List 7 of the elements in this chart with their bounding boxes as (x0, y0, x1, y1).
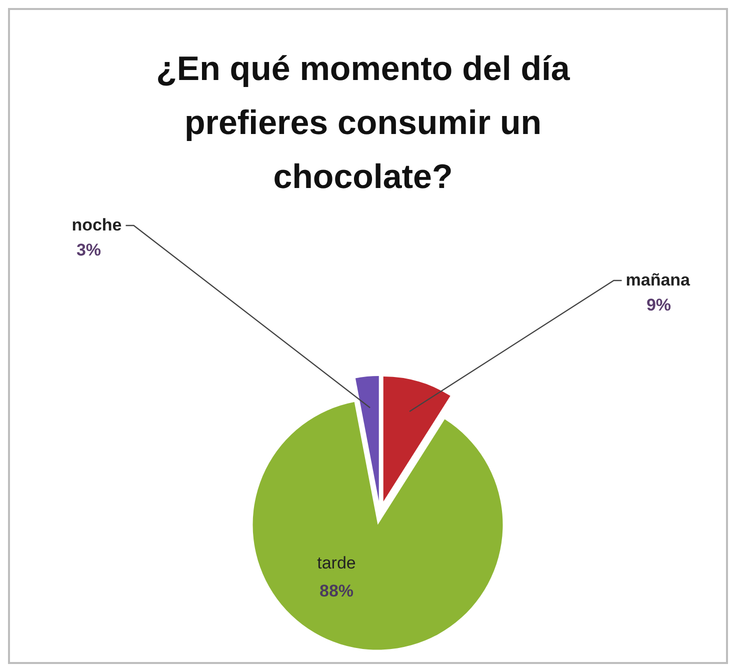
slice-label: noche (72, 216, 122, 234)
data-label: 3% (76, 240, 102, 260)
slice-label: tarde (317, 554, 356, 573)
slice-label: mañana (626, 270, 691, 290)
data-label: 88% (319, 582, 354, 601)
data-label: 9% (646, 296, 672, 314)
chart-title: ¿En qué momento del día prefieres consumir un chocolate? (156, 50, 571, 196)
